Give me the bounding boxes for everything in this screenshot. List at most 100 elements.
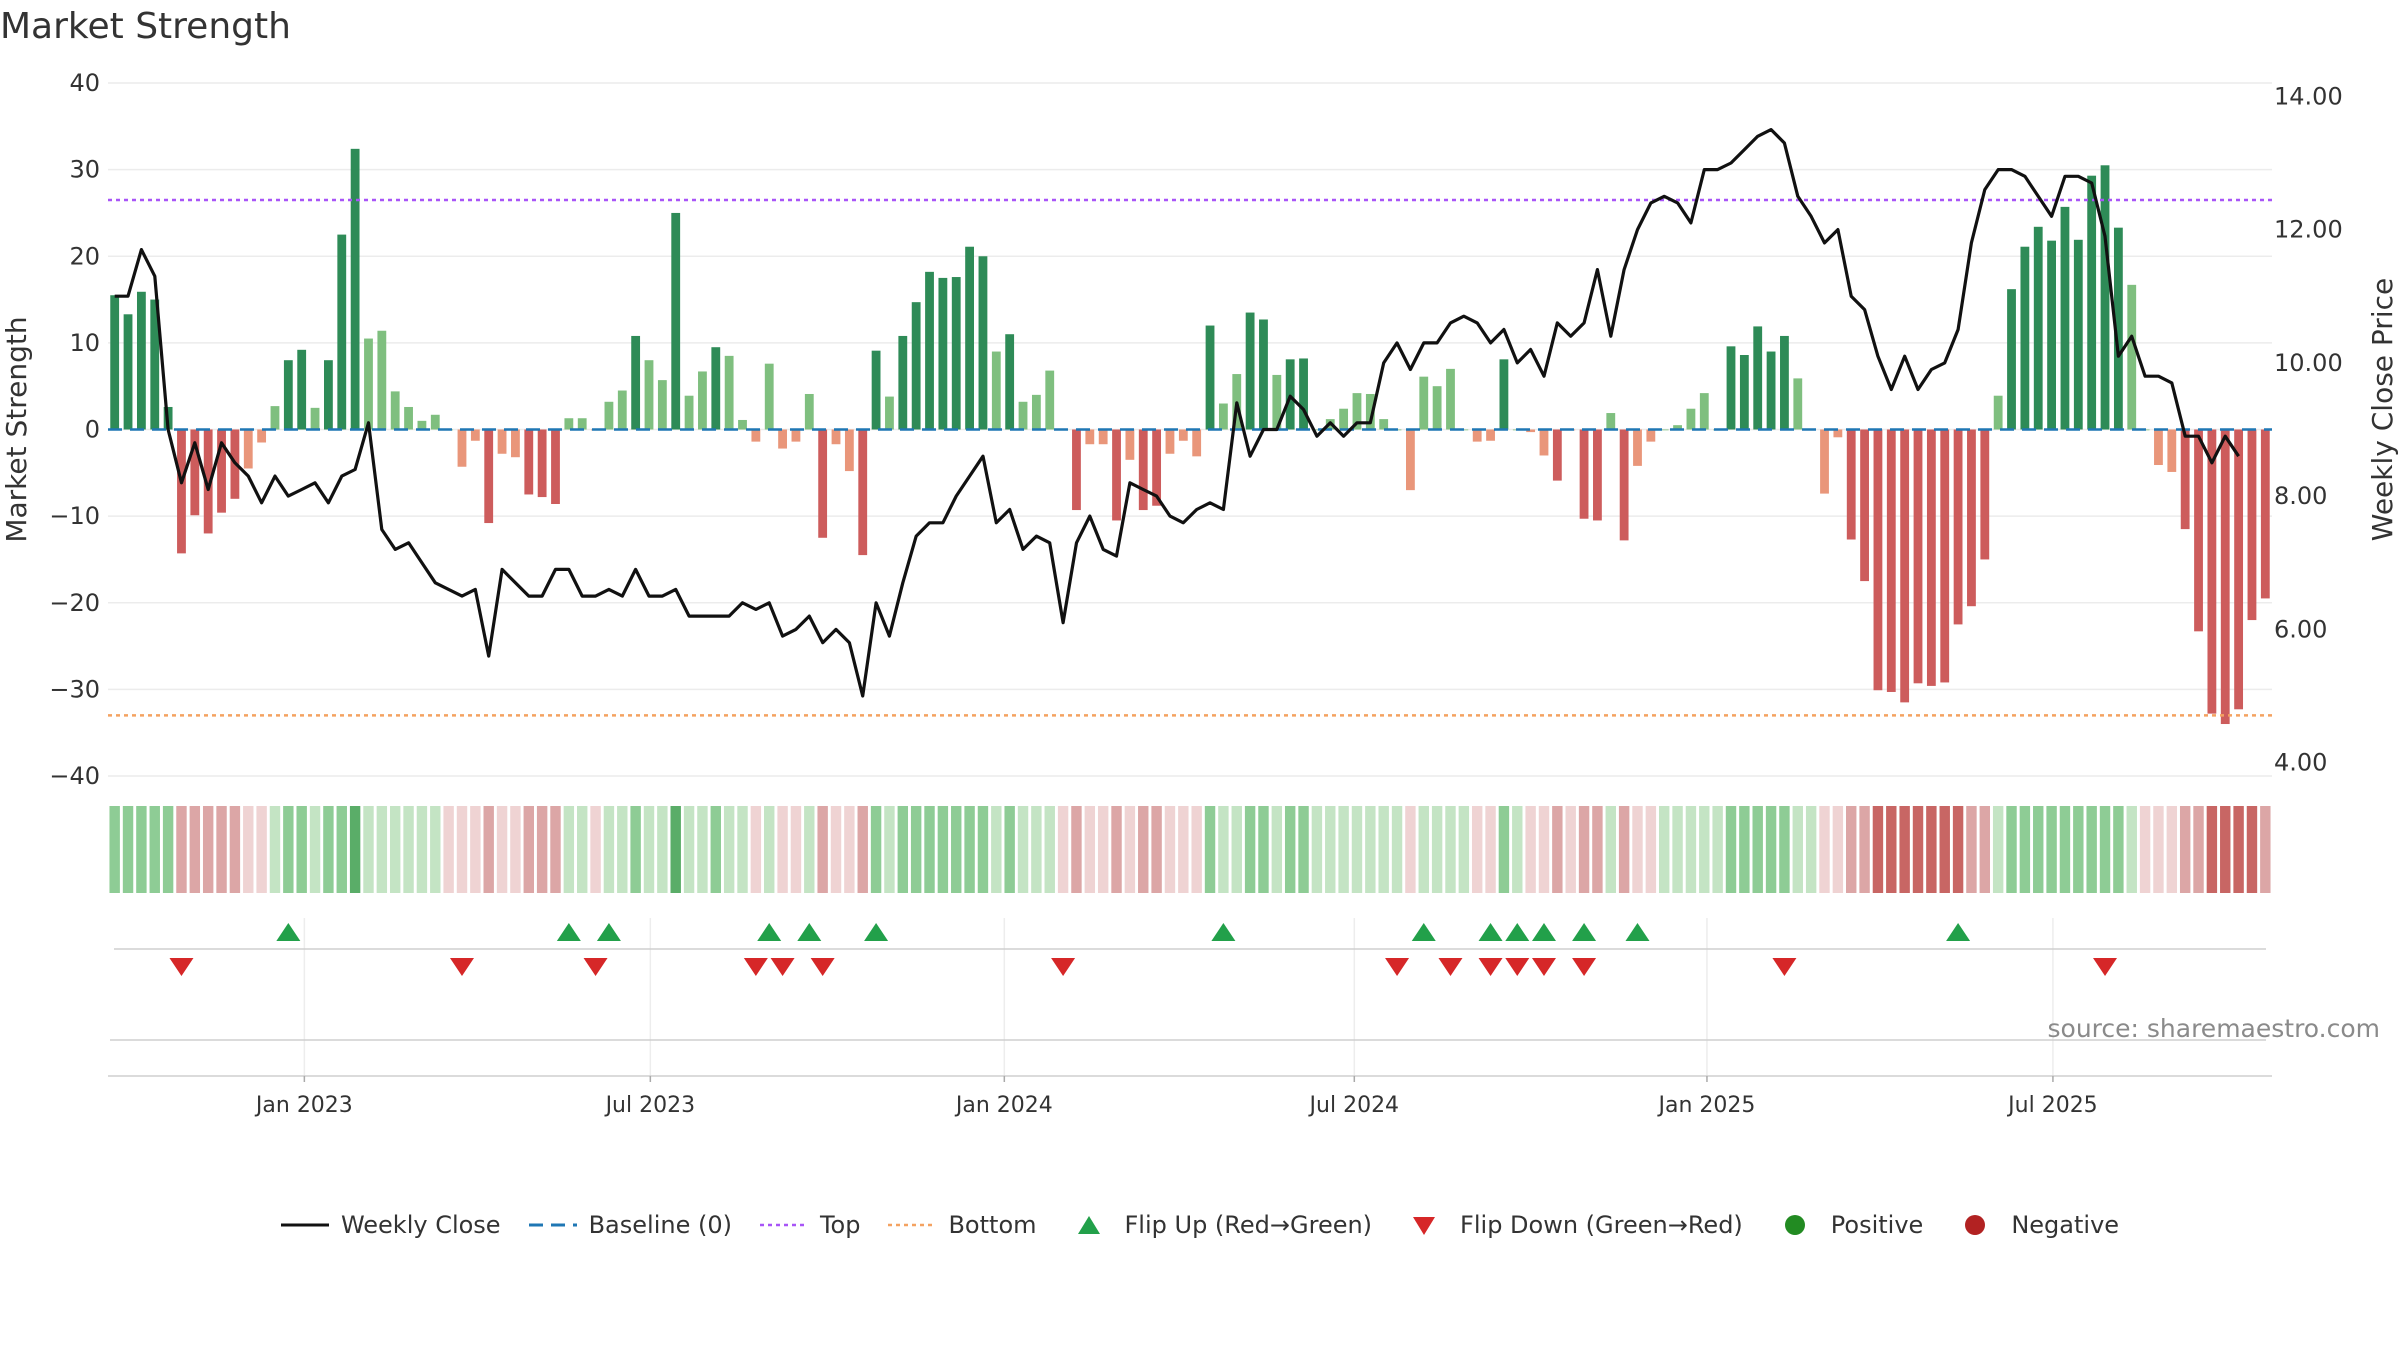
y2-tick-label: 8.00 (2274, 482, 2327, 510)
legend-item-positive: Positive (1771, 1211, 1924, 1239)
strength-bar (738, 419, 747, 430)
flip-down-marker (2093, 958, 2118, 976)
legend-item-flip_down: Flip Down (Green→Red) (1400, 1211, 1743, 1239)
strength-bar (551, 429, 560, 504)
regime-cell (1271, 806, 1283, 893)
regime-cell (243, 806, 254, 893)
strength-bar (270, 406, 280, 430)
regime-cell (1699, 806, 1710, 893)
regime-cell (1819, 806, 1830, 893)
regime-cell (1244, 806, 1256, 893)
regime-cell (1832, 806, 1844, 893)
regime-cell (296, 806, 307, 893)
regime-cell (389, 806, 401, 893)
strength-bar (684, 395, 694, 430)
strength-bar (1686, 408, 1696, 430)
regime-cell (256, 806, 267, 893)
flip-down-marker (1572, 958, 1597, 976)
flip-down-marker (1531, 958, 1556, 976)
regime-cell (2086, 806, 2097, 893)
flip-up-marker (1505, 923, 1530, 941)
regime-cell (1017, 806, 1029, 893)
regime-cell (2220, 806, 2231, 893)
regime-cell (1431, 806, 1443, 893)
regime-cell (1899, 806, 1910, 893)
regime-cell (2233, 806, 2244, 893)
strength-bar (1285, 359, 1295, 430)
strength-bar (1045, 370, 1055, 430)
strength-bar (1673, 425, 1682, 430)
regime-cell (563, 806, 575, 893)
regime-cell (603, 806, 615, 893)
strength-bar (1178, 429, 1188, 441)
regime-cell (1685, 806, 1697, 893)
regime-cell (777, 806, 788, 893)
flip-down-marker (770, 958, 795, 976)
strength-bar (1218, 403, 1228, 430)
regime-cell (830, 806, 842, 893)
regime-cell (1111, 806, 1122, 893)
regime-cell (1178, 806, 1189, 893)
regime-cell (510, 806, 521, 893)
strength-bar (1165, 429, 1175, 454)
flip-up-marker (1211, 923, 1236, 941)
regime-cell (430, 806, 441, 893)
regime-cell (2179, 806, 2191, 893)
strength-bar (2073, 239, 2083, 430)
strength-bar (2127, 284, 2137, 430)
regime-cell (269, 806, 281, 893)
legend-symbol-bottom (888, 1223, 937, 1227)
strength-bar (791, 429, 801, 442)
regime-cell (363, 806, 374, 893)
strength-bar (323, 360, 333, 430)
regime-cell (443, 806, 454, 893)
regime-cell (1071, 806, 1082, 893)
strength-bar (2007, 289, 2016, 430)
strength-bar (417, 420, 427, 430)
regime-cell (216, 806, 227, 893)
regime-cell (470, 806, 481, 893)
strength-bar (1913, 429, 1923, 684)
flip-up-marker (797, 923, 822, 941)
strength-bar (257, 429, 267, 443)
strength-bar (364, 338, 373, 430)
strength-bar (1780, 335, 1789, 430)
flip-down-marker (449, 958, 474, 976)
regime-cell (790, 806, 802, 893)
legend-label: Positive (1830, 1211, 1924, 1239)
regime-cell (1325, 806, 1336, 893)
strength-bar (617, 390, 627, 430)
regime-cell (122, 806, 134, 893)
regime-cell (1872, 806, 1884, 893)
regime-cell (710, 806, 721, 893)
regime-cell (1859, 806, 1870, 893)
regime-cell (1338, 806, 1349, 893)
regime-cell (2073, 806, 2084, 893)
strength-bar (1098, 429, 1108, 445)
regime-cell (750, 806, 762, 893)
legend-symbol-weekly_close (280, 1223, 329, 1227)
strength-bar (1900, 429, 1910, 703)
y-tick-label: 30 (69, 156, 100, 184)
strength-bar (1860, 429, 1869, 582)
strength-bar (511, 429, 520, 458)
strength-bar (1259, 319, 1268, 430)
strength-bar (1125, 429, 1135, 460)
strength-bar (1980, 429, 1990, 560)
strength-bar (1405, 429, 1415, 491)
regime-cell (309, 806, 321, 893)
strength-bar (2100, 165, 2110, 430)
chart-title: Market Strength (0, 6, 291, 47)
regime-cell (1164, 806, 1176, 893)
regime-cell (136, 806, 147, 893)
y2-axis-title: Weekly Close Price (2366, 278, 2399, 541)
strength-bar (337, 234, 347, 430)
strength-bar (991, 351, 1001, 430)
regime-cell (2126, 806, 2137, 893)
strength-bar (1820, 429, 1829, 494)
strength-bar (1072, 429, 1081, 511)
regime-cell (550, 806, 561, 893)
regime-cell (1538, 806, 1550, 893)
legend-symbol-negative (1965, 1215, 1986, 1235)
